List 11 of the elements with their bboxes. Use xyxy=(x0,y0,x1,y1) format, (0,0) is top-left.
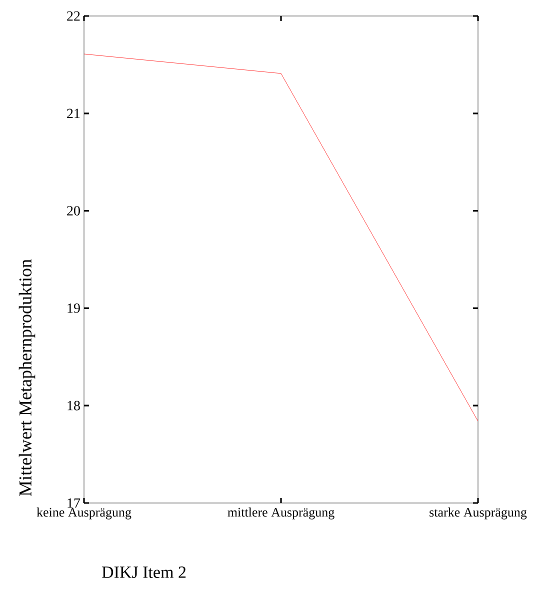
y-tick-label: 20 xyxy=(67,206,80,216)
x-tick-label: mittlere Ausprägung xyxy=(228,508,334,520)
y-tick-label: 19 xyxy=(68,304,80,313)
y-tick-label: 22 xyxy=(67,11,80,21)
x-axis-title: DIKJ Item 2 xyxy=(102,566,186,578)
y-tick-label: 17 xyxy=(68,498,80,508)
y-tick-label: 18 xyxy=(68,400,80,410)
y-axis-title: Mittelwert Metaphernproduktion xyxy=(18,259,36,496)
y-tick-label: 21 xyxy=(67,108,80,118)
x-tick-label: keine Ausprägung xyxy=(36,508,132,520)
x-tick-label: starke Ausprägung xyxy=(430,508,527,520)
